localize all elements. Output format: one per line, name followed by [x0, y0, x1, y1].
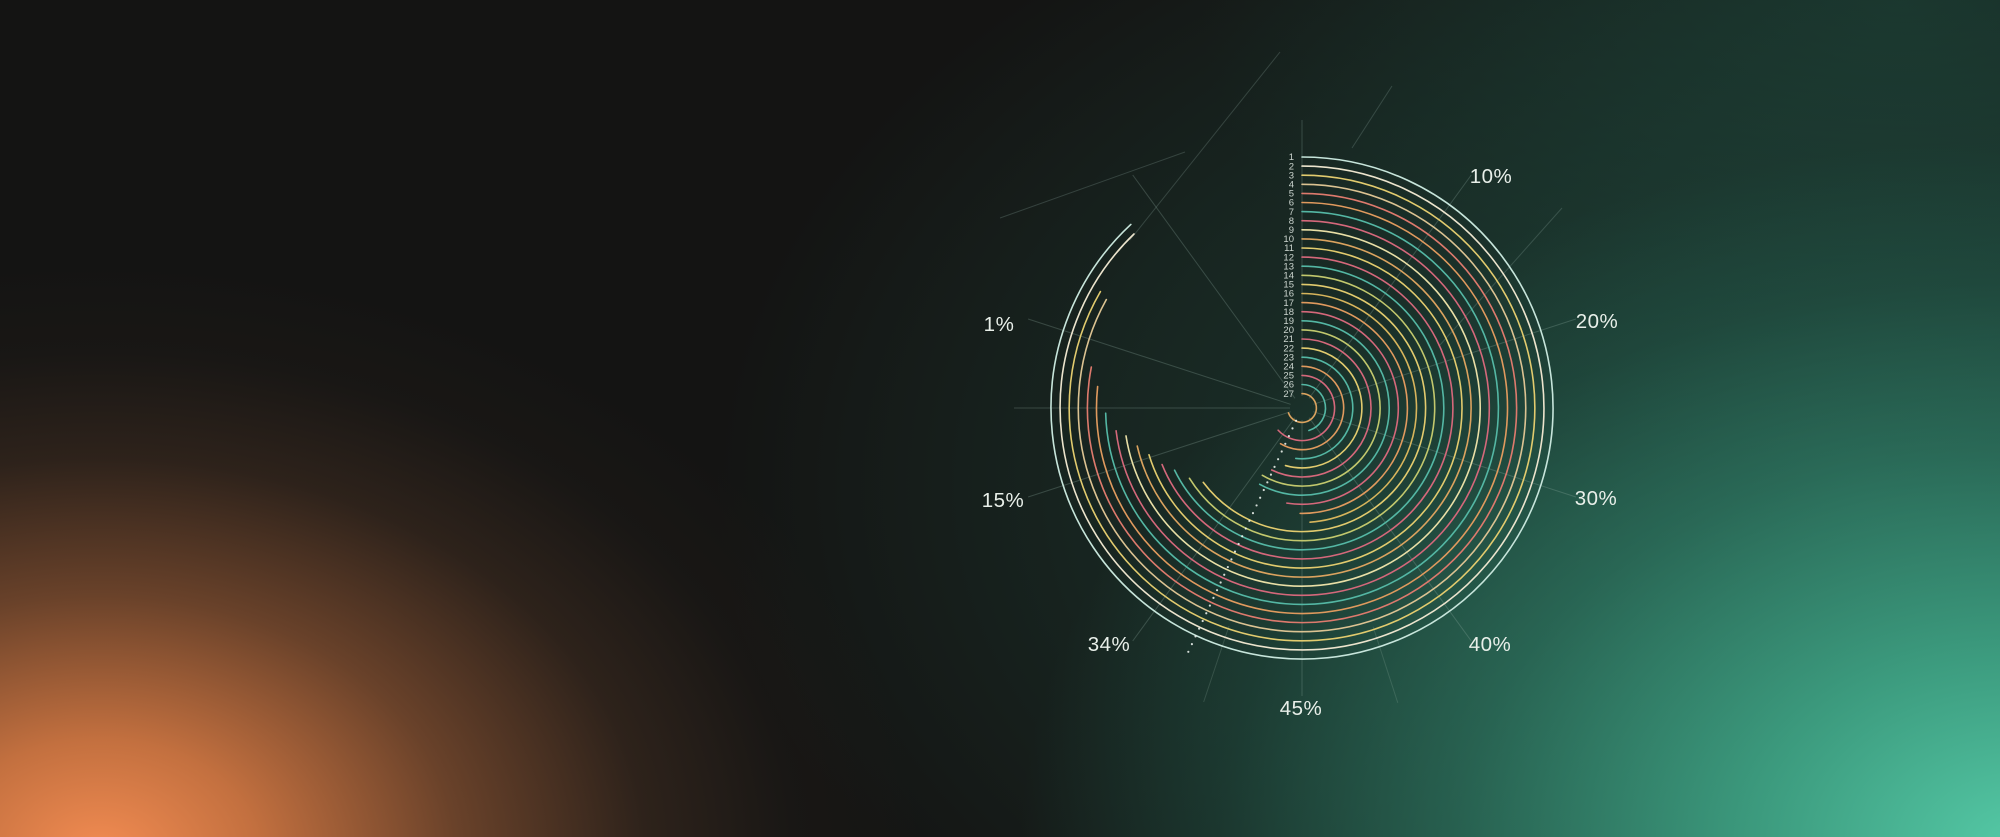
ring-number-label: 6: [1289, 198, 1294, 209]
ring-arc: [1301, 292, 1418, 524]
ring-number-label: 22: [1283, 343, 1294, 354]
ring-arc: [1077, 183, 1527, 633]
ring-number-label: 27: [1283, 389, 1294, 400]
ring-number-label: 24: [1283, 362, 1294, 373]
ring-arc: [1287, 392, 1318, 424]
faint-ray-line: [1203, 625, 1230, 703]
axis-label: 30%: [1575, 487, 1618, 510]
ring-arc: [1286, 310, 1400, 506]
spoke-line: [1132, 174, 1296, 399]
ring-arc: [1295, 356, 1354, 460]
axis-label: 45%: [1280, 697, 1323, 720]
ring-number-label: 20: [1283, 325, 1294, 336]
ring-number-label: 18: [1283, 307, 1294, 318]
ring-arc: [1277, 374, 1336, 442]
ring-number-label: 4: [1289, 180, 1294, 191]
ring-arc: [1284, 347, 1363, 469]
ring-arc: [1161, 256, 1454, 560]
ring-arc: [1301, 383, 1327, 432]
ring-number-label: 5: [1289, 189, 1294, 200]
dotted-indicator-line: [1185, 419, 1298, 656]
ring-number-label: 7: [1289, 207, 1294, 218]
radial-spokes: [1014, 120, 1577, 703]
hairline: [1351, 85, 1393, 149]
ring-arc: [1188, 274, 1436, 542]
ring-number-label: 13: [1283, 261, 1294, 272]
decorative-hairlines: [999, 51, 1563, 346]
ring-arc: [1202, 283, 1427, 533]
ring-number-label: 10: [1283, 234, 1294, 245]
spoke-line: [1027, 318, 1291, 405]
ring-arcs-group: [1050, 156, 1554, 660]
ring-number-label: 3: [1289, 170, 1294, 181]
ring-number-label: 1: [1289, 152, 1294, 163]
axis-label: 20%: [1576, 310, 1619, 333]
ring-number-labels: 1234567891011121314151617181920212223242…: [1283, 152, 1294, 400]
ring-arc: [1086, 192, 1518, 624]
ring-number-label: 19: [1283, 316, 1294, 327]
axis-label: 40%: [1469, 633, 1512, 656]
ring-arc: [1270, 338, 1372, 478]
dotted-line: [1185, 419, 1298, 656]
ring-number-label: 8: [1289, 216, 1294, 227]
ring-number-label: 16: [1283, 289, 1294, 300]
ring-arc: [1136, 238, 1472, 578]
ring-number-label: 12: [1283, 252, 1294, 263]
axis-label: 10%: [1470, 165, 1513, 188]
hairline: [999, 151, 1186, 219]
ring-number-label: 14: [1283, 271, 1294, 282]
ring-arc: [1125, 229, 1481, 587]
ring-number-label: 26: [1283, 380, 1294, 391]
ring-number-label: 15: [1283, 280, 1294, 291]
hairline: [1439, 207, 1563, 346]
ring-arc: [1279, 365, 1345, 451]
ring-number-label: 23: [1283, 352, 1294, 363]
axis-label: 15%: [982, 489, 1025, 512]
spoke-line: [1132, 417, 1296, 642]
ring-arc: [1148, 247, 1463, 569]
ring-arc: [1299, 301, 1409, 515]
ring-arc: [1095, 201, 1509, 615]
ring-arc: [1258, 320, 1390, 496]
axis-label: 1%: [984, 313, 1015, 336]
ring-number-label: 9: [1289, 225, 1294, 236]
axis-label: 34%: [1088, 633, 1131, 656]
ring-arc: [1173, 265, 1445, 551]
ring-number-label: 2: [1289, 161, 1294, 172]
faint-ray-line: [1372, 626, 1399, 703]
ring-arc: [1059, 165, 1545, 651]
ring-number-label: 17: [1283, 298, 1294, 309]
ring-number-label: 21: [1283, 334, 1294, 345]
ring-number-label: 11: [1284, 243, 1294, 254]
spoke-line: [1027, 411, 1291, 498]
ring-number-label: 25: [1283, 371, 1294, 382]
hairline: [1129, 51, 1281, 241]
axis-percent-labels: 10% 20% 30% 40% 45% 34% 15% 1%: [982, 165, 1619, 720]
ring-arc: [1068, 174, 1536, 642]
ring-arc: [1115, 219, 1491, 597]
ring-arc: [1104, 210, 1500, 606]
ring-arc: [1050, 156, 1554, 660]
ring-arc: [1261, 329, 1381, 487]
